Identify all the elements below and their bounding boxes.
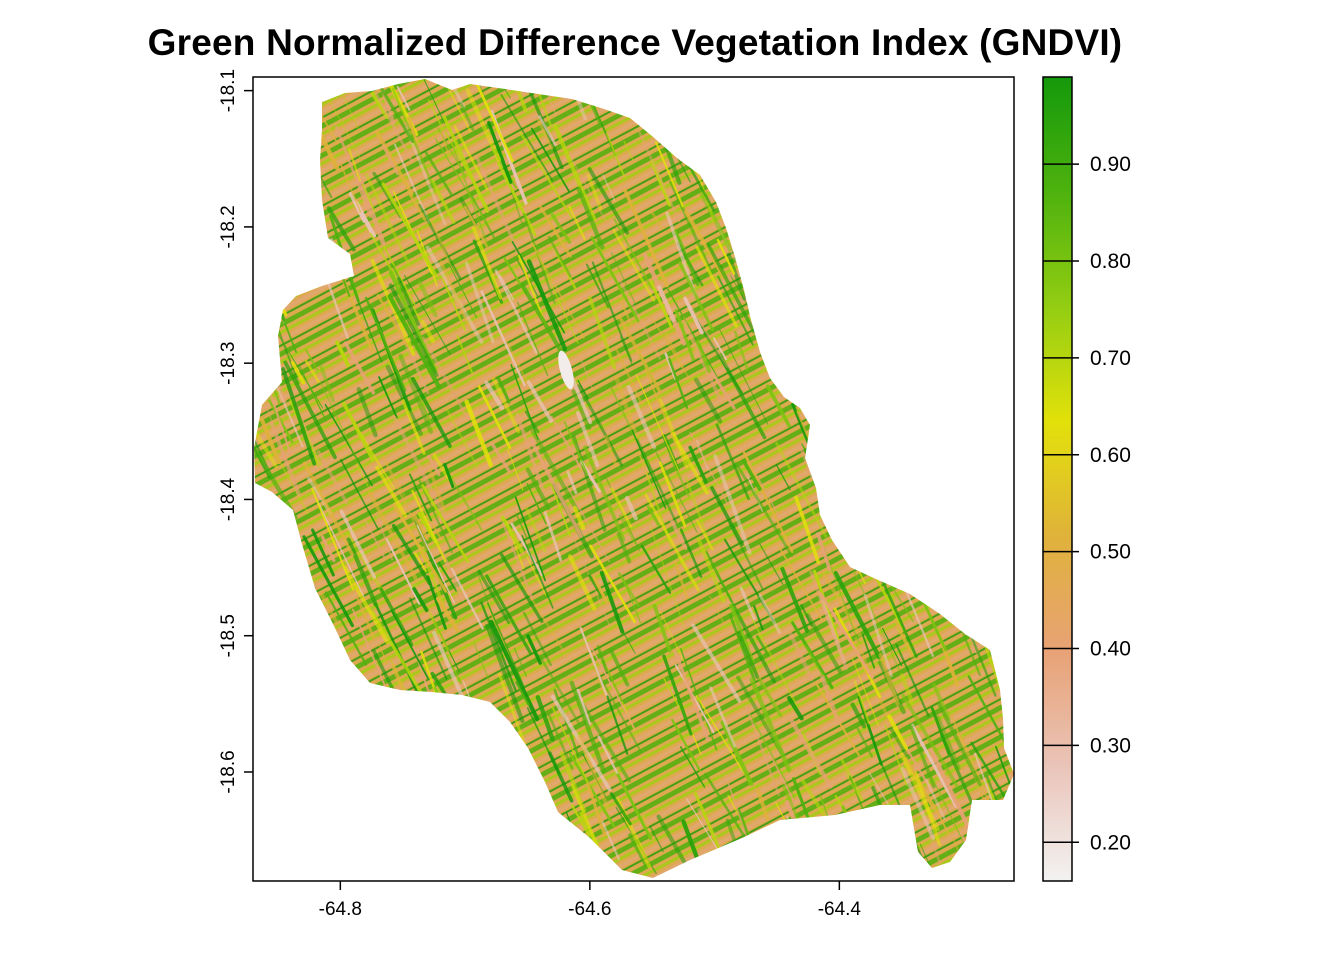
y-tick-label: -18.2 bbox=[218, 205, 239, 248]
y-tick-label: -18.5 bbox=[218, 614, 239, 657]
colorbar-tick-label: 0.50 bbox=[1090, 541, 1131, 564]
x-axis: -64.8 -64.6 -64.4 bbox=[319, 881, 862, 920]
x-tick-label: -64.6 bbox=[568, 899, 611, 920]
colorbar-tick-label: 0.80 bbox=[1090, 250, 1131, 273]
bare-patch bbox=[558, 350, 574, 390]
plot-frame bbox=[252, 76, 1015, 882]
gndvi-raster bbox=[254, 79, 1014, 878]
map-title: Green Normalized Difference Vegetation I… bbox=[147, 22, 1123, 63]
y-tick-label: -18.3 bbox=[218, 342, 239, 385]
colorbar-tick-label: 0.70 bbox=[1090, 347, 1131, 370]
y-tick-label: -18.1 bbox=[218, 69, 239, 112]
y-axis: -18.1 -18.2 -18.3 -18.4 -18.5 -18.6 bbox=[218, 69, 253, 794]
colorbar-legend: 0.20 0.30 0.40 0.50 0.60 0.70 0.80 0.90 bbox=[1042, 76, 1131, 882]
colorbar-ticks: 0.20 0.30 0.40 0.50 0.60 0.70 0.80 0.90 bbox=[1043, 153, 1131, 854]
colorbar-tick-label: 0.90 bbox=[1090, 153, 1131, 176]
y-tick-label: -18.4 bbox=[218, 477, 239, 521]
x-tick-label: -64.8 bbox=[319, 899, 362, 920]
colorbar-tick-label: 0.20 bbox=[1090, 831, 1131, 854]
colorbar-tick-label: 0.30 bbox=[1090, 734, 1131, 757]
colorbar-tick-label: 0.60 bbox=[1090, 444, 1131, 467]
colorbar bbox=[1042, 76, 1073, 882]
x-tick-label: -64.4 bbox=[818, 899, 862, 920]
y-tick-label: -18.6 bbox=[218, 750, 239, 793]
colorbar-tick-label: 0.40 bbox=[1090, 638, 1131, 661]
